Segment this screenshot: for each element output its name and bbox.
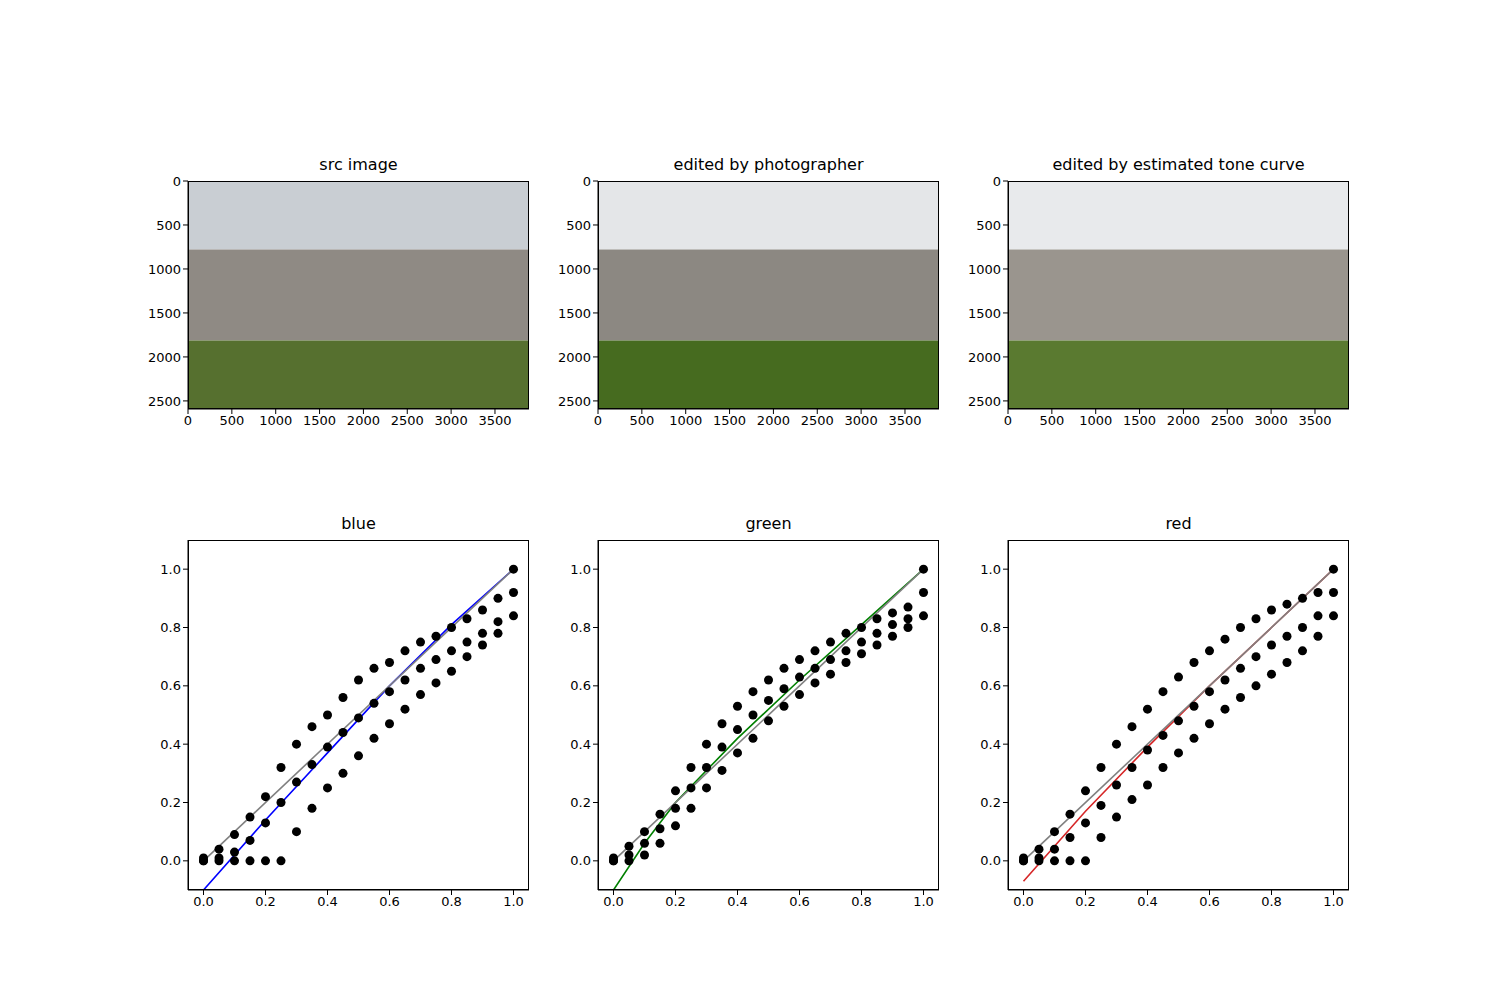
svg-text:1500: 1500 bbox=[558, 306, 591, 321]
svg-text:500: 500 bbox=[156, 218, 181, 233]
svg-text:3500: 3500 bbox=[888, 413, 921, 428]
svg-text:2000: 2000 bbox=[1167, 413, 1200, 428]
svg-text:0.4: 0.4 bbox=[570, 737, 591, 752]
svg-text:1.0: 1.0 bbox=[913, 894, 934, 909]
svg-text:0.2: 0.2 bbox=[255, 894, 276, 909]
svg-text:1000: 1000 bbox=[669, 413, 702, 428]
svg-text:500: 500 bbox=[976, 218, 1001, 233]
svg-text:500: 500 bbox=[219, 413, 244, 428]
svg-text:1500: 1500 bbox=[713, 413, 746, 428]
svg-text:1.0: 1.0 bbox=[503, 894, 524, 909]
svg-text:2500: 2500 bbox=[801, 413, 834, 428]
svg-text:500: 500 bbox=[566, 218, 591, 233]
svg-text:0.6: 0.6 bbox=[980, 678, 1001, 693]
svg-text:0.8: 0.8 bbox=[160, 620, 181, 635]
svg-text:1500: 1500 bbox=[1123, 413, 1156, 428]
svg-text:0.8: 0.8 bbox=[980, 620, 1001, 635]
svg-text:2500: 2500 bbox=[1211, 413, 1244, 428]
svg-text:2500: 2500 bbox=[968, 394, 1001, 409]
svg-text:2500: 2500 bbox=[558, 394, 591, 409]
svg-text:1000: 1000 bbox=[259, 413, 292, 428]
svg-text:0.0: 0.0 bbox=[603, 894, 624, 909]
svg-text:0.2: 0.2 bbox=[570, 795, 591, 810]
svg-text:500: 500 bbox=[629, 413, 654, 428]
svg-text:2000: 2000 bbox=[968, 350, 1001, 365]
svg-text:1.0: 1.0 bbox=[980, 562, 1001, 577]
svg-text:0.8: 0.8 bbox=[851, 894, 872, 909]
svg-text:0.2: 0.2 bbox=[1075, 894, 1096, 909]
svg-text:3500: 3500 bbox=[1298, 413, 1331, 428]
svg-text:1500: 1500 bbox=[968, 306, 1001, 321]
svg-text:0.0: 0.0 bbox=[193, 894, 214, 909]
svg-text:1500: 1500 bbox=[148, 306, 181, 321]
svg-text:3000: 3000 bbox=[435, 413, 468, 428]
svg-text:2000: 2000 bbox=[347, 413, 380, 428]
svg-text:2000: 2000 bbox=[148, 350, 181, 365]
svg-text:2000: 2000 bbox=[558, 350, 591, 365]
svg-text:1.0: 1.0 bbox=[1323, 894, 1344, 909]
svg-text:0: 0 bbox=[184, 413, 192, 428]
svg-text:0: 0 bbox=[583, 174, 591, 189]
svg-text:1.0: 1.0 bbox=[570, 562, 591, 577]
svg-text:0: 0 bbox=[173, 174, 181, 189]
svg-text:0.8: 0.8 bbox=[1261, 894, 1282, 909]
svg-text:0.0: 0.0 bbox=[980, 853, 1001, 868]
svg-text:2500: 2500 bbox=[391, 413, 424, 428]
svg-text:0.4: 0.4 bbox=[160, 737, 181, 752]
svg-text:3000: 3000 bbox=[1255, 413, 1288, 428]
svg-text:0.4: 0.4 bbox=[317, 894, 338, 909]
svg-text:0.0: 0.0 bbox=[160, 853, 181, 868]
svg-text:1000: 1000 bbox=[1079, 413, 1112, 428]
svg-text:0.4: 0.4 bbox=[980, 737, 1001, 752]
svg-text:1.0: 1.0 bbox=[160, 562, 181, 577]
svg-text:2500: 2500 bbox=[148, 394, 181, 409]
svg-text:3500: 3500 bbox=[478, 413, 511, 428]
svg-text:0.6: 0.6 bbox=[570, 678, 591, 693]
svg-text:0.0: 0.0 bbox=[1013, 894, 1034, 909]
svg-text:0.6: 0.6 bbox=[379, 894, 400, 909]
svg-text:0: 0 bbox=[1004, 413, 1012, 428]
svg-text:1000: 1000 bbox=[558, 262, 591, 277]
svg-text:0: 0 bbox=[594, 413, 602, 428]
svg-text:0.2: 0.2 bbox=[980, 795, 1001, 810]
svg-text:0.4: 0.4 bbox=[1137, 894, 1158, 909]
html-text:edited by estimated tone curve: edited by estimated tone curve bbox=[1052, 155, 1305, 174]
html-text:green: green bbox=[745, 514, 792, 533]
svg-text:1000: 1000 bbox=[148, 262, 181, 277]
svg-text:2000: 2000 bbox=[757, 413, 790, 428]
html-text:edited by photographer: edited by photographer bbox=[673, 155, 864, 174]
svg-text:0: 0 bbox=[993, 174, 1001, 189]
svg-text:500: 500 bbox=[1039, 413, 1064, 428]
svg-text:0.6: 0.6 bbox=[160, 678, 181, 693]
svg-text:0.6: 0.6 bbox=[1199, 894, 1220, 909]
svg-text:0.4: 0.4 bbox=[727, 894, 748, 909]
html-text:src image: src image bbox=[319, 155, 398, 174]
html-text:blue: blue bbox=[341, 514, 376, 533]
svg-text:0.0: 0.0 bbox=[570, 853, 591, 868]
svg-text:3000: 3000 bbox=[845, 413, 878, 428]
svg-text:1000: 1000 bbox=[968, 262, 1001, 277]
html-text:red: red bbox=[1165, 514, 1192, 533]
svg-text:0.8: 0.8 bbox=[570, 620, 591, 635]
svg-text:0.2: 0.2 bbox=[665, 894, 686, 909]
svg-text:0.8: 0.8 bbox=[441, 894, 462, 909]
svg-text:0.6: 0.6 bbox=[789, 894, 810, 909]
svg-text:1500: 1500 bbox=[303, 413, 336, 428]
svg-text:0.2: 0.2 bbox=[160, 795, 181, 810]
